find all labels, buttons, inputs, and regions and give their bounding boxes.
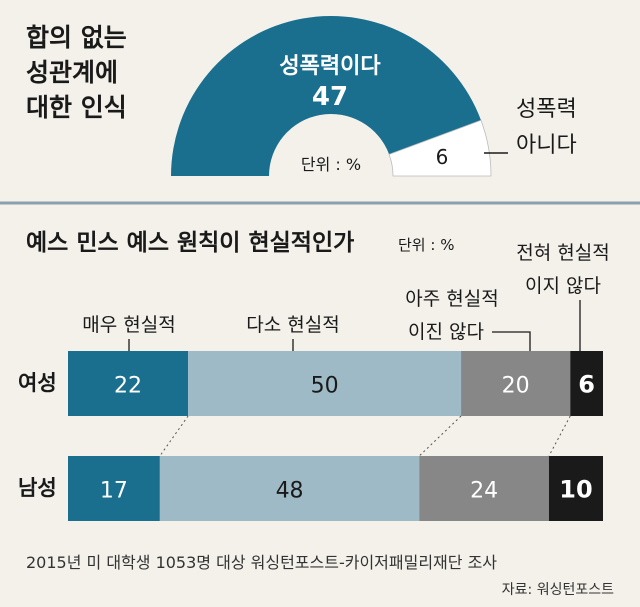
legend-label-3-line-1: 아주 현실적 [405, 288, 498, 310]
legend-leader-3 [492, 331, 531, 351]
legend-leader-lines [128, 300, 581, 351]
bar-segments [68, 351, 603, 521]
bar-segment-1-4 [570, 351, 603, 416]
bar-value-label-2-4: 10 [559, 476, 592, 504]
donut-title-line-3: 대한 인식 [26, 93, 127, 122]
bar-segment-2-1 [68, 456, 160, 521]
bar-connectors [159, 415, 571, 457]
bar-segment-2-2 [159, 456, 420, 521]
bar-value-label-2-1: 17 [100, 479, 128, 504]
bar-segment-1-3 [461, 351, 571, 416]
bar-connector-2 [418, 415, 462, 457]
legend-label-4-line-2: 이지 않다 [525, 275, 601, 297]
bar-value-label-2-3: 24 [470, 479, 498, 504]
donut-label-no-line-2: 아니다 [516, 133, 577, 158]
bar-value-label-1-4: 6 [578, 371, 595, 399]
bar-segment-2-4 [548, 456, 603, 521]
donut-value-yes: 47 [312, 82, 348, 112]
legend-label-1: 매우 현실적 [82, 314, 175, 336]
category-label-male: 남성 [18, 476, 57, 500]
legend-label-4-line-1: 전혀 현실적 [516, 242, 609, 264]
donut-chart: 합의 없는 성관계에 대한 인식 성폭력이다 47 6 단위 : % 성폭력 아… [26, 15, 577, 177]
bar-value-labels: 22 50 20 6 17 48 24 10 [100, 371, 595, 504]
bar-segment-1-1 [68, 351, 189, 416]
legend-label-2: 다소 현실적 [246, 314, 339, 336]
bar-segment-1-2 [188, 351, 462, 416]
category-label-female: 여성 [18, 371, 57, 395]
bar-value-label-1-1: 22 [114, 374, 142, 399]
stacked-bar-chart: 예스 민스 예스 원칙이 현실적인가 단위 : % 매우 현실적 다소 현실적 … [18, 230, 610, 521]
donut-title-line-2: 성관계에 [26, 58, 118, 87]
bar-connector-3 [548, 415, 571, 457]
donut-label-no-line-1: 성폭력 [516, 97, 577, 122]
footer-source: 자료: 워싱턴포스트 [502, 582, 614, 598]
legend-label-3-line-2: 이진 않다 [408, 321, 484, 343]
bar-value-label-1-3: 20 [502, 374, 530, 399]
bar-connector-1 [159, 415, 189, 457]
donut-slice-yes [171, 15, 481, 176]
bar-unit: 단위 : % [398, 236, 454, 254]
donut-title-line-1: 합의 없는 [26, 23, 127, 52]
donut-label-yes: 성폭력이다 [279, 54, 381, 79]
bar-title: 예스 민스 예스 원칙이 현실적인가 [26, 230, 354, 256]
footer-note: 2015년 미 대학생 1053명 대상 워싱턴포스트-카이저패밀리재단 조사 [26, 553, 497, 572]
bar-value-label-1-2: 50 [311, 374, 339, 399]
bar-segment-2-3 [419, 456, 549, 521]
bar-value-label-2-2: 48 [276, 479, 304, 504]
donut-slice-no [388, 119, 492, 177]
donut-unit: 단위 : % [301, 155, 361, 174]
donut-value-no: 6 [436, 145, 449, 169]
